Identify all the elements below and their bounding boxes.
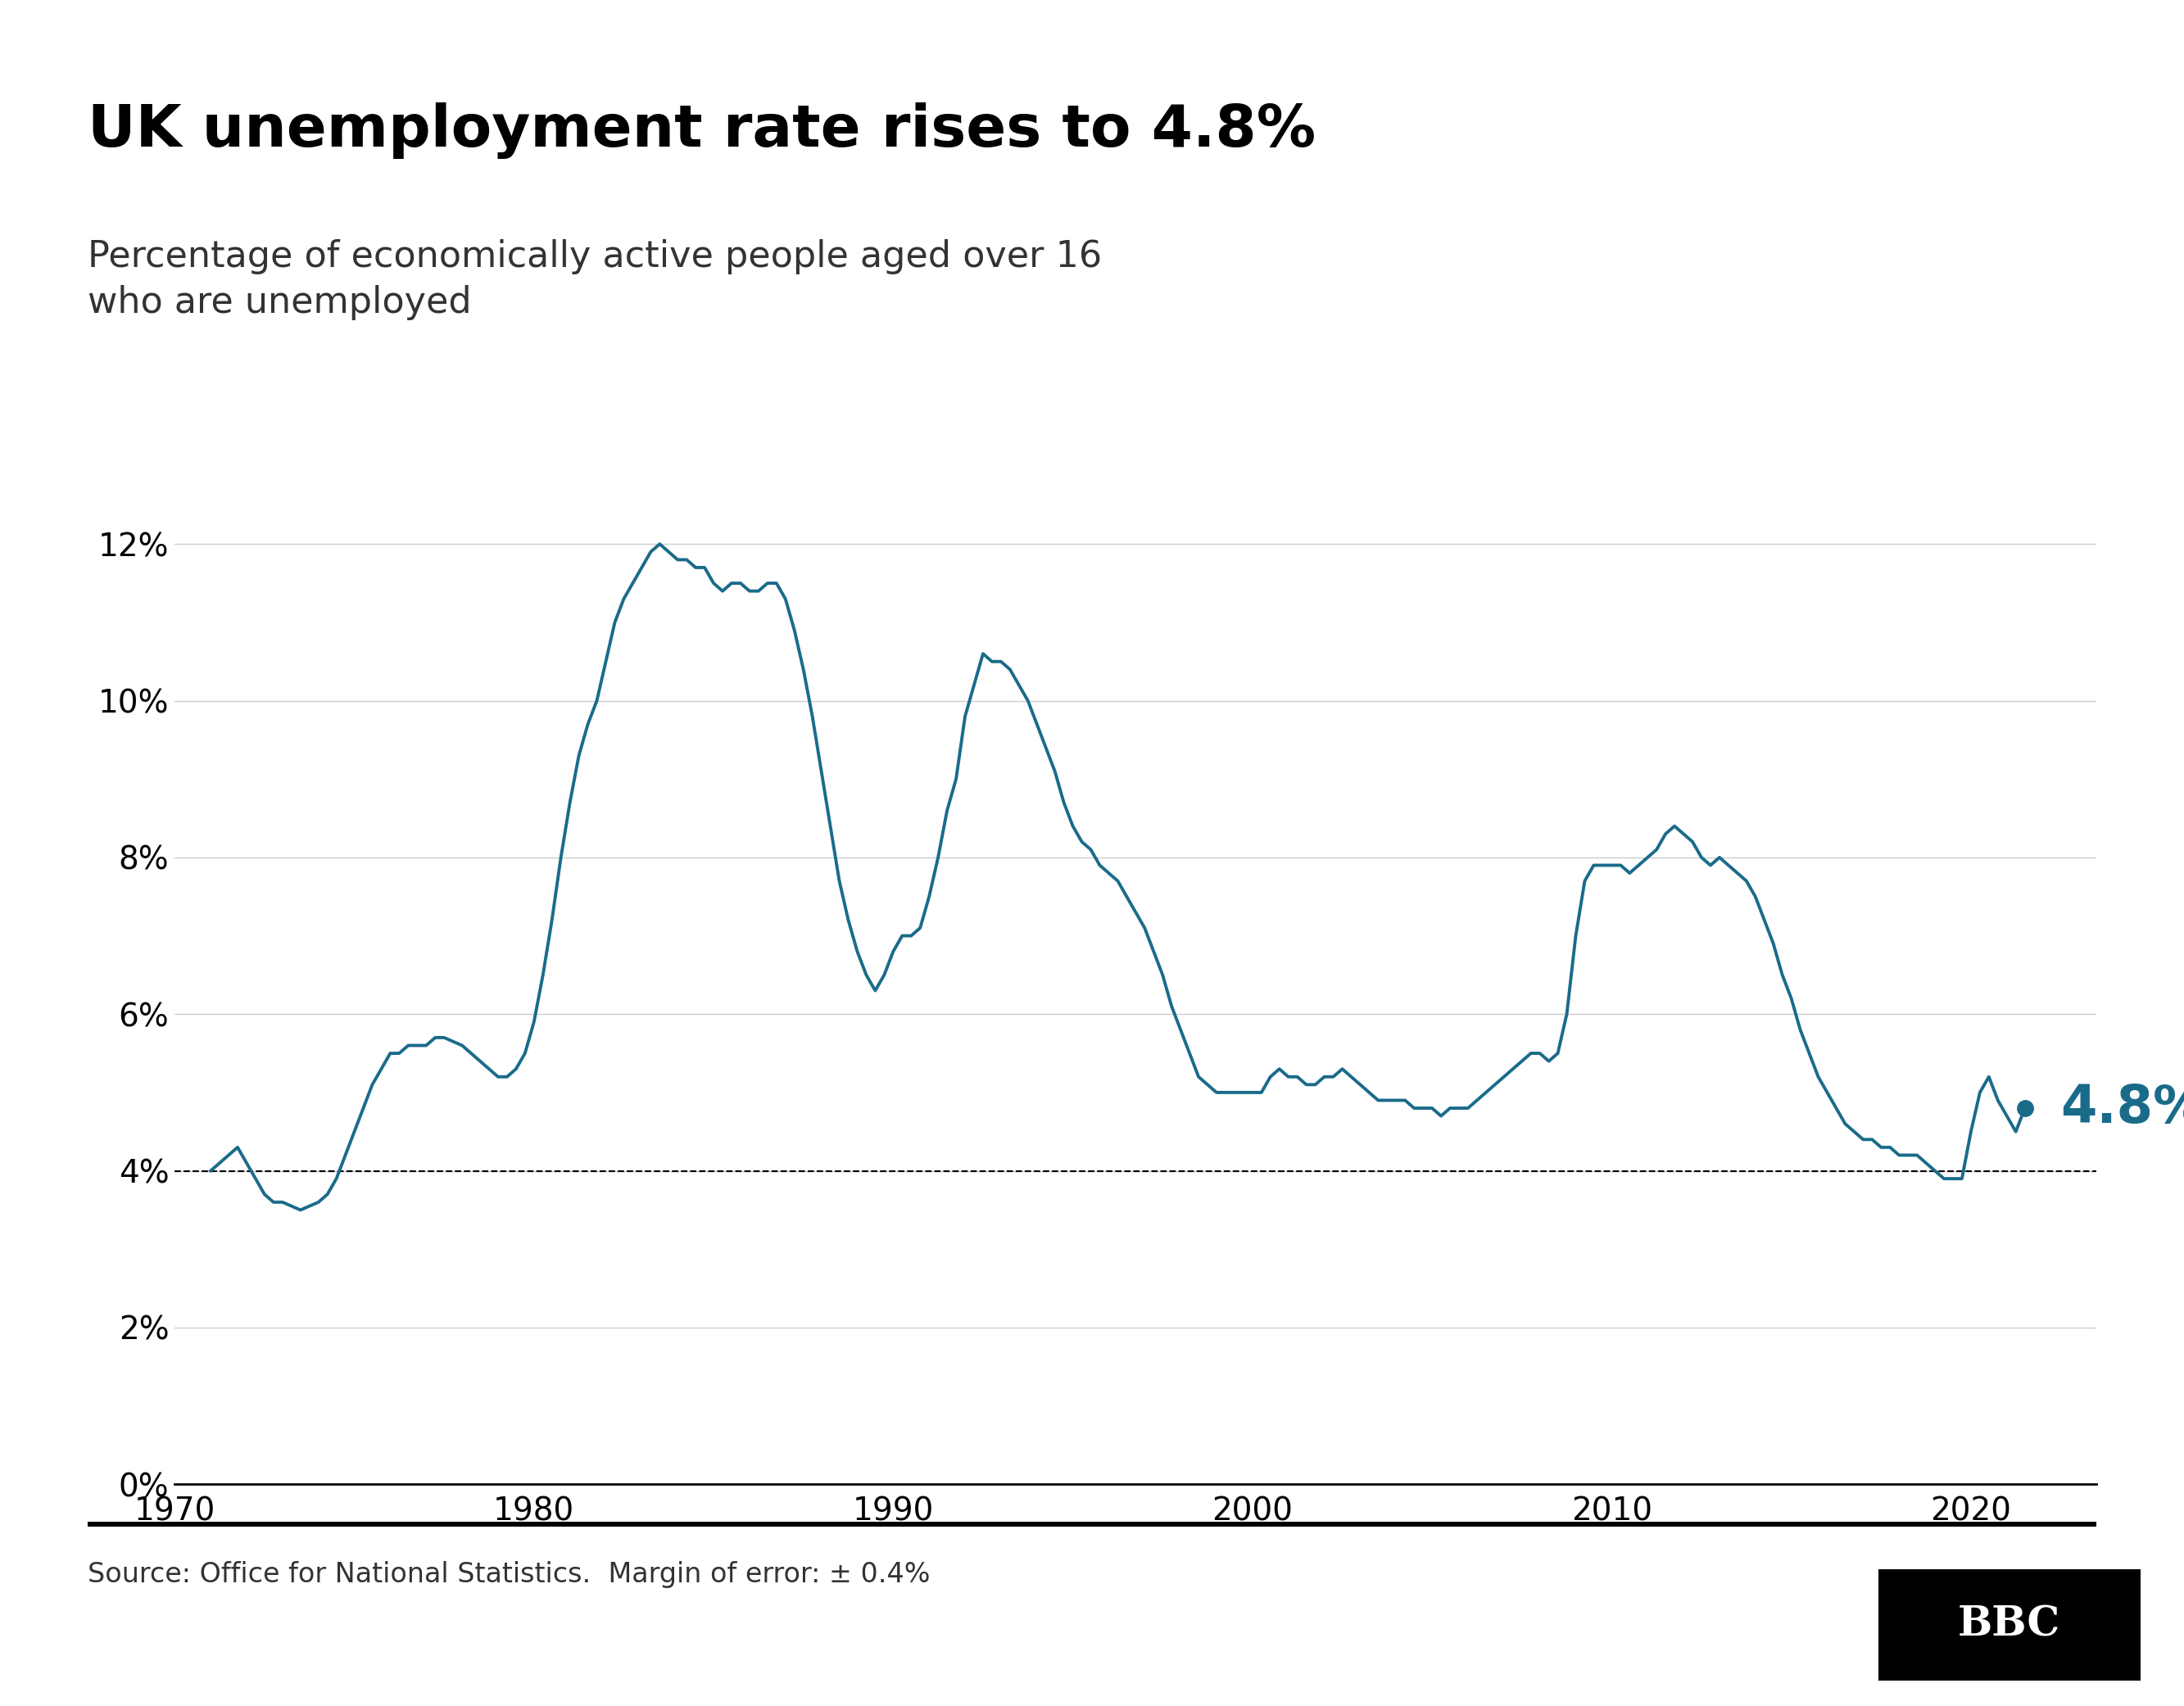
Text: Source: Office for National Statistics.  Margin of error: ± 0.4%: Source: Office for National Statistics. … bbox=[87, 1561, 930, 1588]
Text: 4.8%: 4.8% bbox=[2062, 1083, 2184, 1133]
Text: BBC: BBC bbox=[1959, 1605, 2060, 1645]
Text: UK unemployment rate rises to 4.8%: UK unemployment rate rises to 4.8% bbox=[87, 102, 1315, 159]
Text: Percentage of economically active people aged over 16
who are unemployed: Percentage of economically active people… bbox=[87, 239, 1101, 321]
